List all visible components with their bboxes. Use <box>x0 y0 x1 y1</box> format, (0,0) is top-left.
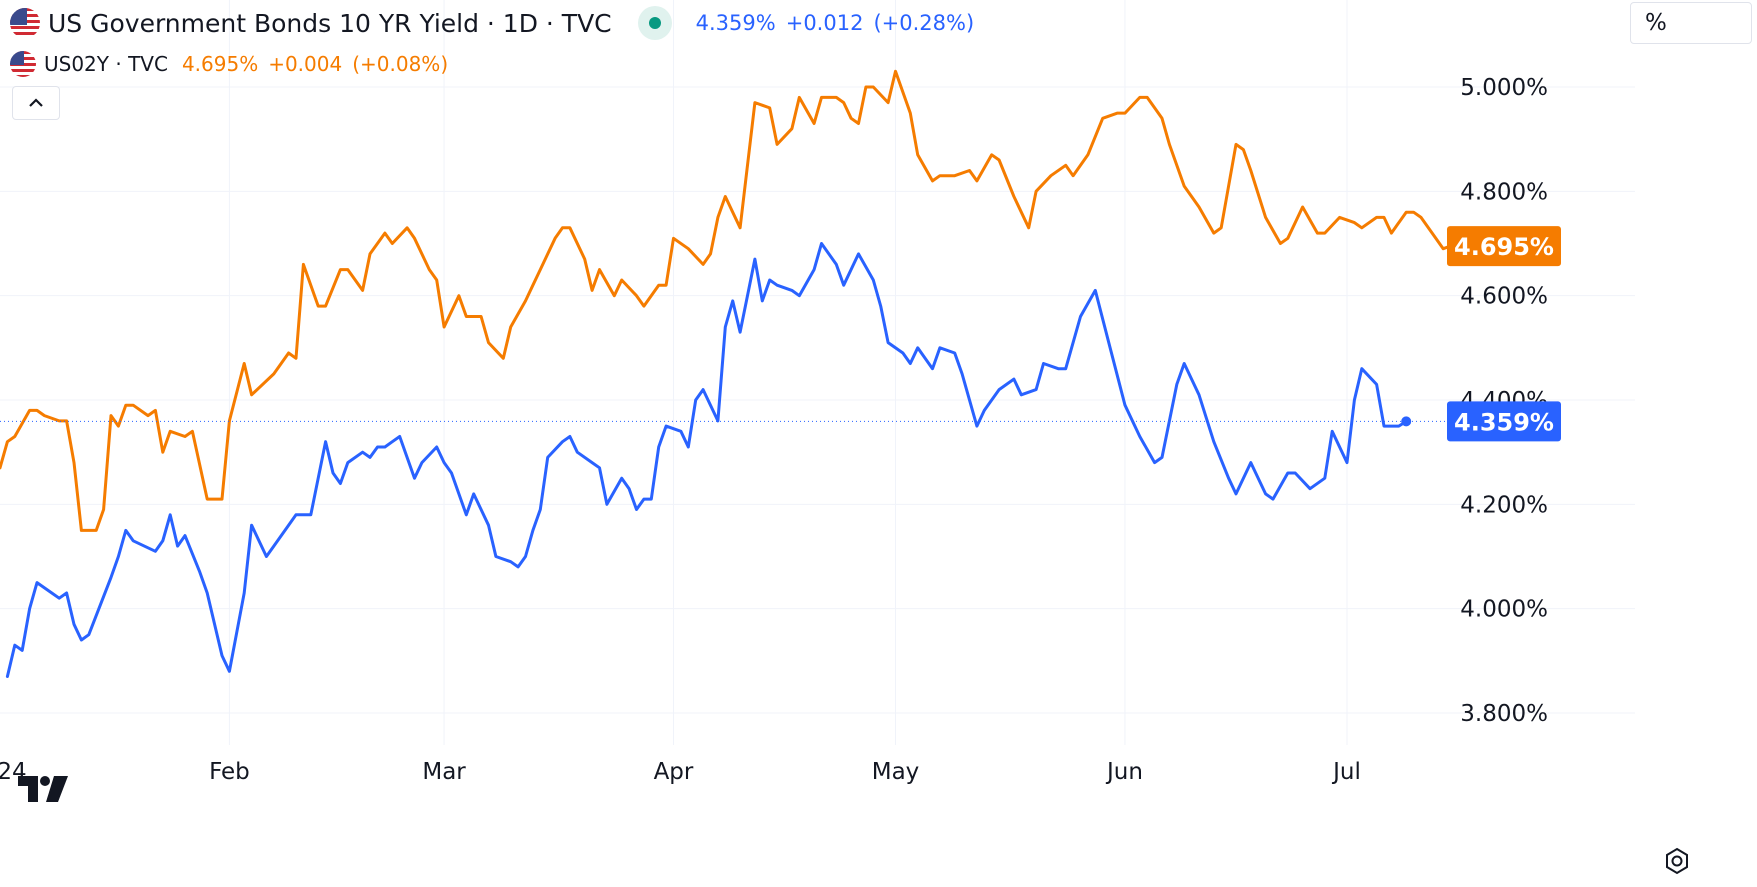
us02y-last-price-label: 4.695% <box>1447 226 1561 267</box>
compare-series-values: 4.695% +0.004 (+0.08%) <box>182 52 448 76</box>
last-price-labels: 4.359% 4.695% <box>1447 226 1561 442</box>
main-series-change: +0.012 <box>785 11 864 35</box>
us10y-last-price-label: 4.359% <box>1447 401 1561 442</box>
last-price-badge <box>1447 226 1561 267</box>
compare-series-legend[interactable]: US02Y · TVC 4.695% +0.004 (+0.08%) <box>10 48 448 80</box>
compare-series-title[interactable]: US02Y · TVC <box>44 52 168 76</box>
last-price-text: 4.695% <box>1454 233 1554 261</box>
price-tick-label: 4.000% <box>1460 597 1548 623</box>
time-tick-label: Jun <box>1105 759 1143 785</box>
market-status-icon[interactable] <box>637 6 672 40</box>
compare-series-change: +0.004 <box>268 52 343 76</box>
price-tick-label: 4.200% <box>1460 492 1548 518</box>
main-series-change-percent: (+0.28%) <box>873 11 975 35</box>
us10y-series-line <box>5 242 1408 678</box>
price-tick-label: 5.000% <box>1460 75 1548 101</box>
main-series-title[interactable]: US Government Bonds 10 YR Yield · 1D · T… <box>48 8 612 38</box>
legend-collapse-button[interactable] <box>12 86 60 120</box>
tradingview-logo-icon[interactable] <box>18 776 70 802</box>
us02y-series-line <box>0 69 1453 532</box>
us-flag-icon <box>10 8 40 38</box>
main-series-legend[interactable]: US Government Bonds 10 YR Yield · 1D · T… <box>10 2 974 44</box>
time-axis[interactable]: 24 Feb Mar Apr May Jun Jul <box>0 759 1361 785</box>
us-flag-icon <box>10 51 36 77</box>
time-tick-label: Apr <box>654 759 694 785</box>
last-price-badge <box>1447 401 1561 442</box>
time-tick-label: Jul <box>1331 759 1361 785</box>
chevron-up-icon <box>29 98 43 107</box>
main-series-last-value: 4.359% <box>695 11 776 35</box>
price-tick-label: 4.600% <box>1460 284 1548 310</box>
last-price-text: 4.359% <box>1454 408 1554 436</box>
series-layer <box>0 69 1453 678</box>
gear-icon[interactable] <box>1662 846 1692 876</box>
main-series-values: 4.359% +0.012 (+0.28%) <box>696 11 975 35</box>
scale-mode-button[interactable]: % <box>1630 2 1752 44</box>
time-tick-label: May <box>872 759 920 785</box>
price-tick-label: 3.800% <box>1460 701 1548 727</box>
last-value-dot <box>1401 416 1412 427</box>
time-tick-label: Feb <box>209 759 250 785</box>
time-tick-label: Mar <box>422 759 466 785</box>
compare-series-change-percent: (+0.08%) <box>352 52 449 76</box>
grid-lines <box>0 0 1635 745</box>
price-tick-label: 4.800% <box>1460 179 1548 205</box>
price-axis[interactable]: 5.000%4.800%4.600%4.400%4.200%4.000%3.80… <box>1460 75 1548 727</box>
compare-series-last-value: 4.695% <box>181 52 259 76</box>
